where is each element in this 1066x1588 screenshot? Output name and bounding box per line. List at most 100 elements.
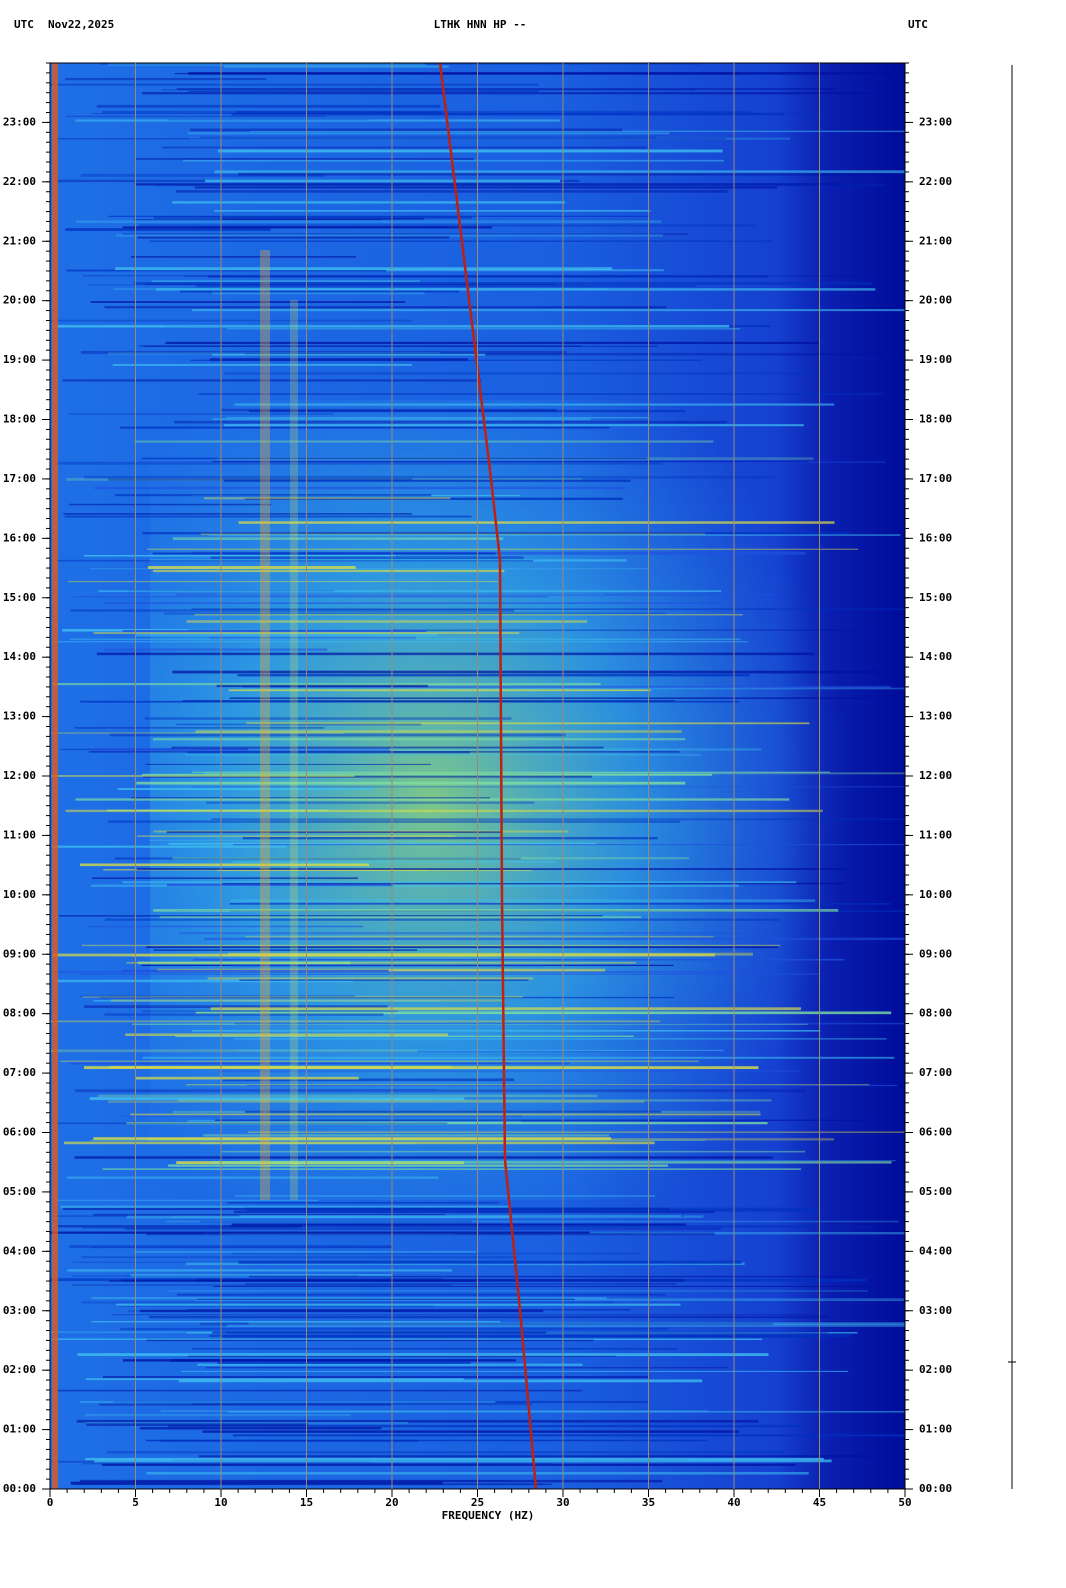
texture-stripe <box>80 995 355 997</box>
texture-stripe <box>135 1076 359 1080</box>
texture-stripe <box>191 309 905 312</box>
texture-stripe <box>149 559 627 562</box>
texture-stripe <box>190 359 702 361</box>
texture-stripe <box>91 1297 607 1300</box>
texture-stripe <box>57 324 730 328</box>
texture-stripe <box>242 685 892 689</box>
x-tick-label: 20 <box>385 1496 398 1509</box>
texture-stripe <box>126 1215 511 1219</box>
texture-stripe <box>239 1160 896 1162</box>
texture-stripe <box>51 732 345 734</box>
texture-stripe <box>244 902 495 904</box>
texture-stripe <box>115 494 432 497</box>
texture-stripe <box>116 234 663 237</box>
texture-stripe <box>56 979 354 983</box>
texture-stripe <box>53 1215 684 1217</box>
texture-stripe <box>51 1049 418 1053</box>
texture-stripe <box>141 1010 398 1012</box>
texture-stripe <box>141 964 674 967</box>
texture-stripe <box>216 869 532 872</box>
texture-stripe <box>91 877 358 880</box>
y-tick-label-right: 20:00 <box>919 294 952 307</box>
texture-stripe <box>217 149 723 153</box>
texture-stripe <box>108 352 441 355</box>
texture-stripe <box>200 1220 472 1223</box>
texture-stripe <box>241 687 905 690</box>
texture-stripe <box>247 1084 898 1087</box>
texture-stripe <box>202 1430 739 1433</box>
y-tick-label-right: 07:00 <box>919 1066 952 1079</box>
texture-stripe <box>160 1439 418 1442</box>
texture-stripe <box>108 1100 645 1103</box>
texture-stripe <box>104 602 722 604</box>
y-tick-label-right: 19:00 <box>919 353 952 366</box>
y-tick-label: 11:00 <box>3 828 36 841</box>
texture-stripe <box>191 608 905 611</box>
texture-stripe <box>66 269 387 272</box>
texture-stripe <box>209 1226 874 1228</box>
texture-stripe <box>136 633 438 637</box>
texture-stripe <box>96 104 441 108</box>
texture-stripe <box>79 1479 663 1483</box>
x-axis-label: FREQUENCY (HZ) <box>442 1509 535 1522</box>
texture-stripe <box>137 236 450 239</box>
spectrogram <box>50 63 905 1489</box>
texture-stripe <box>172 537 504 541</box>
texture-stripe <box>124 1227 722 1231</box>
texture-stripe <box>50 83 539 86</box>
texture-stripe <box>136 835 456 837</box>
texture-stripe <box>234 1038 887 1040</box>
texture-stripe <box>229 1225 812 1228</box>
y-tick-label: 17:00 <box>3 472 36 485</box>
texture-stripe <box>235 1195 656 1197</box>
texture-stripe <box>235 1049 724 1051</box>
texture-stripe <box>135 183 860 186</box>
texture-stripe <box>239 979 529 981</box>
texture-stripe <box>146 946 778 949</box>
texture-stripe <box>196 1298 575 1300</box>
texture-stripe <box>224 424 804 427</box>
texture-stripe <box>68 413 334 415</box>
texture-stripe <box>193 958 844 961</box>
y-tick-label: 10:00 <box>3 888 36 901</box>
x-tick-label: 0 <box>47 1496 54 1509</box>
y-tick-label: 04:00 <box>3 1244 36 1257</box>
texture-stripe <box>54 461 663 465</box>
texture-stripe <box>139 1427 382 1430</box>
texture-stripe <box>224 372 818 375</box>
texture-stripe <box>166 1220 899 1223</box>
y-tick-label-right: 04:00 <box>919 1244 952 1257</box>
y-tick-label: 18:00 <box>3 413 36 426</box>
texture-stripe <box>188 629 892 631</box>
texture-stripe <box>69 638 741 641</box>
texture-stripe <box>229 902 891 905</box>
texture-stripe <box>71 1284 452 1286</box>
x-tick-label: 45 <box>813 1496 826 1509</box>
texture-stripe <box>155 288 876 291</box>
texture-stripe <box>199 1322 774 1326</box>
texture-stripe <box>221 1150 806 1153</box>
texture-stripe <box>143 774 592 778</box>
y-tick-label: 02:00 <box>3 1363 36 1376</box>
texture-stripe <box>60 1060 700 1062</box>
texture-stripe <box>82 1463 552 1465</box>
y-tick-label: 19:00 <box>3 353 36 366</box>
texture-stripe <box>167 1424 804 1428</box>
texture-stripe <box>74 727 325 729</box>
x-tick-label: 25 <box>471 1496 484 1509</box>
texture-stripe <box>232 861 556 863</box>
texture-stripe <box>88 925 364 928</box>
texture-stripe <box>146 1232 715 1236</box>
texture-stripe <box>56 559 534 562</box>
texture-stripe <box>195 1011 892 1015</box>
texture-stripe <box>192 771 830 773</box>
texture-stripe <box>248 409 686 413</box>
texture-stripe <box>174 420 727 424</box>
y-tick-label: 13:00 <box>3 710 36 723</box>
texture-stripe <box>211 1161 892 1164</box>
texture-stripe <box>244 497 623 500</box>
texture-stripe <box>184 275 896 277</box>
y-tick-label-right: 08:00 <box>919 1007 952 1020</box>
texture-stripe <box>75 798 790 801</box>
